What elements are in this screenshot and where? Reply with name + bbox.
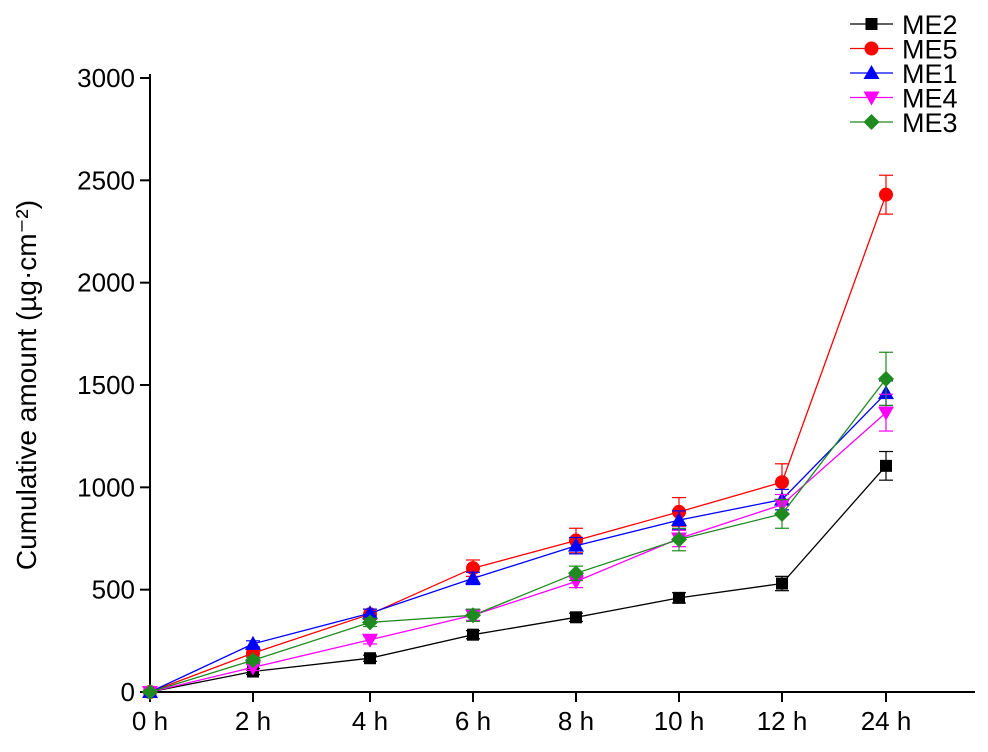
- data-point: [673, 591, 685, 604]
- data-point: [467, 628, 479, 641]
- series-me5: [143, 174, 893, 699]
- series-layer: [142, 174, 894, 700]
- series-line: [149, 392, 887, 693]
- series-line: [149, 378, 887, 693]
- y-tick-label: 1500: [77, 370, 135, 400]
- data-point: [776, 577, 788, 590]
- legend-marker: [865, 18, 878, 30]
- x-tick-label: 12 h: [757, 706, 808, 736]
- data-point: [245, 661, 261, 676]
- legend-label: ME1: [902, 59, 958, 89]
- legend-marker: [864, 41, 879, 56]
- data-point: [465, 607, 481, 624]
- data-point: [775, 475, 789, 490]
- legend-item-me5: ME5: [850, 35, 958, 65]
- data-point: [245, 635, 261, 650]
- y-tick-label: 2000: [77, 268, 135, 298]
- data-point: [245, 652, 261, 669]
- data-point: [671, 512, 687, 527]
- x-tick-label: 0 h: [132, 706, 168, 736]
- data-point: [568, 565, 584, 582]
- legend-marker: [863, 65, 880, 79]
- y-tick-label: 500: [92, 575, 135, 605]
- data-point: [568, 575, 584, 590]
- data-point: [879, 187, 893, 202]
- series-line: [149, 465, 887, 693]
- legend-marker: [863, 114, 880, 130]
- x-tick-label: 10 h: [654, 706, 705, 736]
- data-point: [364, 652, 376, 665]
- series-line: [149, 194, 887, 693]
- x-tick-label: 24 h: [861, 706, 912, 736]
- legend-label: ME5: [902, 35, 958, 65]
- x-tick-label: 6 h: [455, 706, 491, 736]
- data-point: [671, 531, 687, 548]
- data-point: [878, 370, 894, 387]
- data-point: [878, 406, 894, 421]
- y-tick-label: 2500: [77, 165, 135, 195]
- data-point: [142, 684, 158, 700]
- legend-item-me2: ME2: [850, 10, 958, 40]
- legend-label: ME4: [902, 84, 958, 114]
- y-tick-label: 1000: [77, 472, 135, 502]
- data-point: [362, 633, 378, 648]
- y-axis-title: Cumulative amount (µg·cm⁻²): [11, 200, 42, 570]
- y-tick-label: 3000: [77, 63, 135, 93]
- data-point: [880, 459, 892, 472]
- y-tick-label: 0: [121, 677, 135, 707]
- legend-label: ME3: [902, 108, 958, 138]
- data-point: [362, 605, 378, 620]
- series-me3: [142, 351, 894, 700]
- legend-item-me3: ME3: [850, 108, 958, 138]
- x-tick-label: 4 h: [352, 706, 388, 736]
- legend-label: ME2: [902, 10, 958, 40]
- legend-item-me4: ME4: [850, 84, 958, 114]
- data-point: [774, 505, 790, 522]
- x-tick-label: 8 h: [558, 706, 594, 736]
- legend-item-me1: ME1: [850, 59, 958, 89]
- legend-marker: [863, 91, 880, 106]
- data-point: [362, 614, 378, 631]
- x-tick-label: 2 h: [235, 706, 271, 736]
- data-point: [465, 570, 481, 585]
- data-point: [568, 537, 584, 552]
- series-line: [149, 412, 887, 693]
- axes: 0 500 1000 1500 2000 2500 3000 0 h 2 h 4 h 6 h 8 h 1…: [77, 63, 975, 736]
- data-point: [570, 611, 582, 624]
